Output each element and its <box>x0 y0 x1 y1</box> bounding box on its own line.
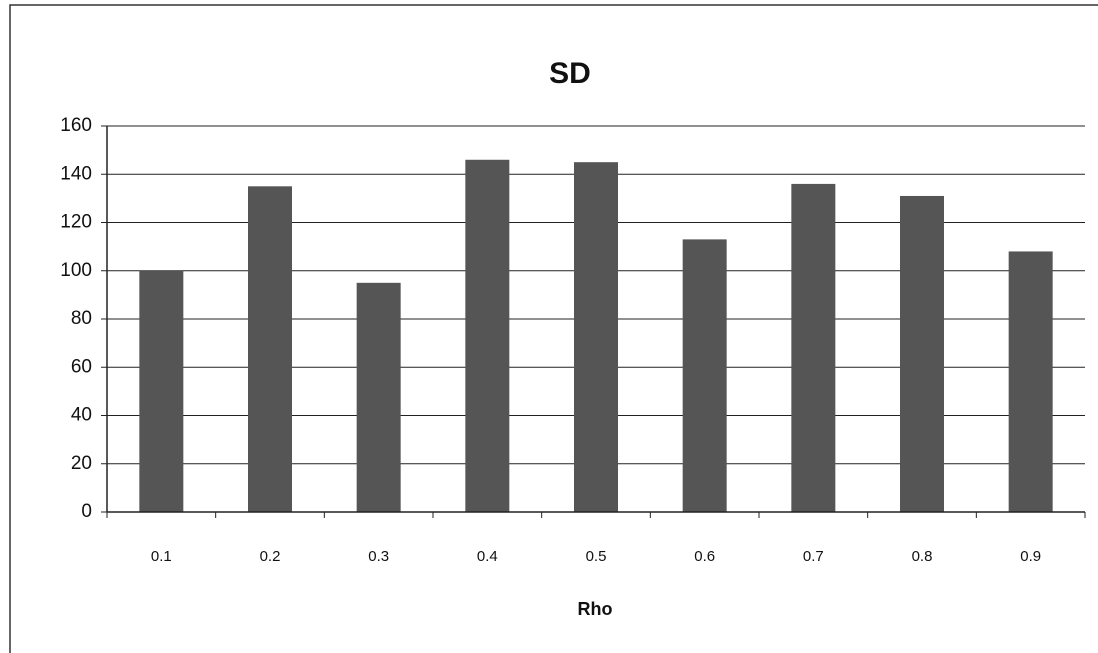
x-tick-label: 0.8 <box>912 548 933 565</box>
bar <box>356 282 401 512</box>
x-tick-label: 0.5 <box>586 548 607 565</box>
y-tick-label: 120 <box>60 212 92 233</box>
bar <box>248 186 292 512</box>
bar <box>791 183 836 512</box>
y-tick-label: 160 <box>60 115 92 136</box>
x-tick-label: 0.9 <box>1020 548 1041 565</box>
y-tick-label: 40 <box>71 405 92 426</box>
bar <box>574 162 618 512</box>
chart-frame <box>9 4 1098 653</box>
bar <box>900 195 944 512</box>
x-tick-label: 0.3 <box>368 548 389 565</box>
x-tick-label: 0.4 <box>477 548 498 565</box>
y-tick-label: 60 <box>71 356 92 377</box>
chart-title: SD <box>549 57 591 90</box>
x-tick-label: 0.6 <box>694 548 715 565</box>
y-tick-label: 0 <box>81 501 92 522</box>
x-tick-label: 0.2 <box>260 548 281 565</box>
x-tick-label: 0.7 <box>803 548 824 565</box>
bar <box>682 239 727 512</box>
x-tick-label: 0.1 <box>151 548 172 565</box>
y-tick-label: 20 <box>71 453 92 474</box>
y-tick-label: 80 <box>71 308 92 329</box>
bar <box>1008 251 1053 512</box>
y-tick-label: 100 <box>60 260 92 281</box>
bar <box>139 270 184 512</box>
bar <box>465 159 510 512</box>
x-axis-label: Rho <box>578 599 613 619</box>
y-tick-label: 140 <box>60 163 92 184</box>
